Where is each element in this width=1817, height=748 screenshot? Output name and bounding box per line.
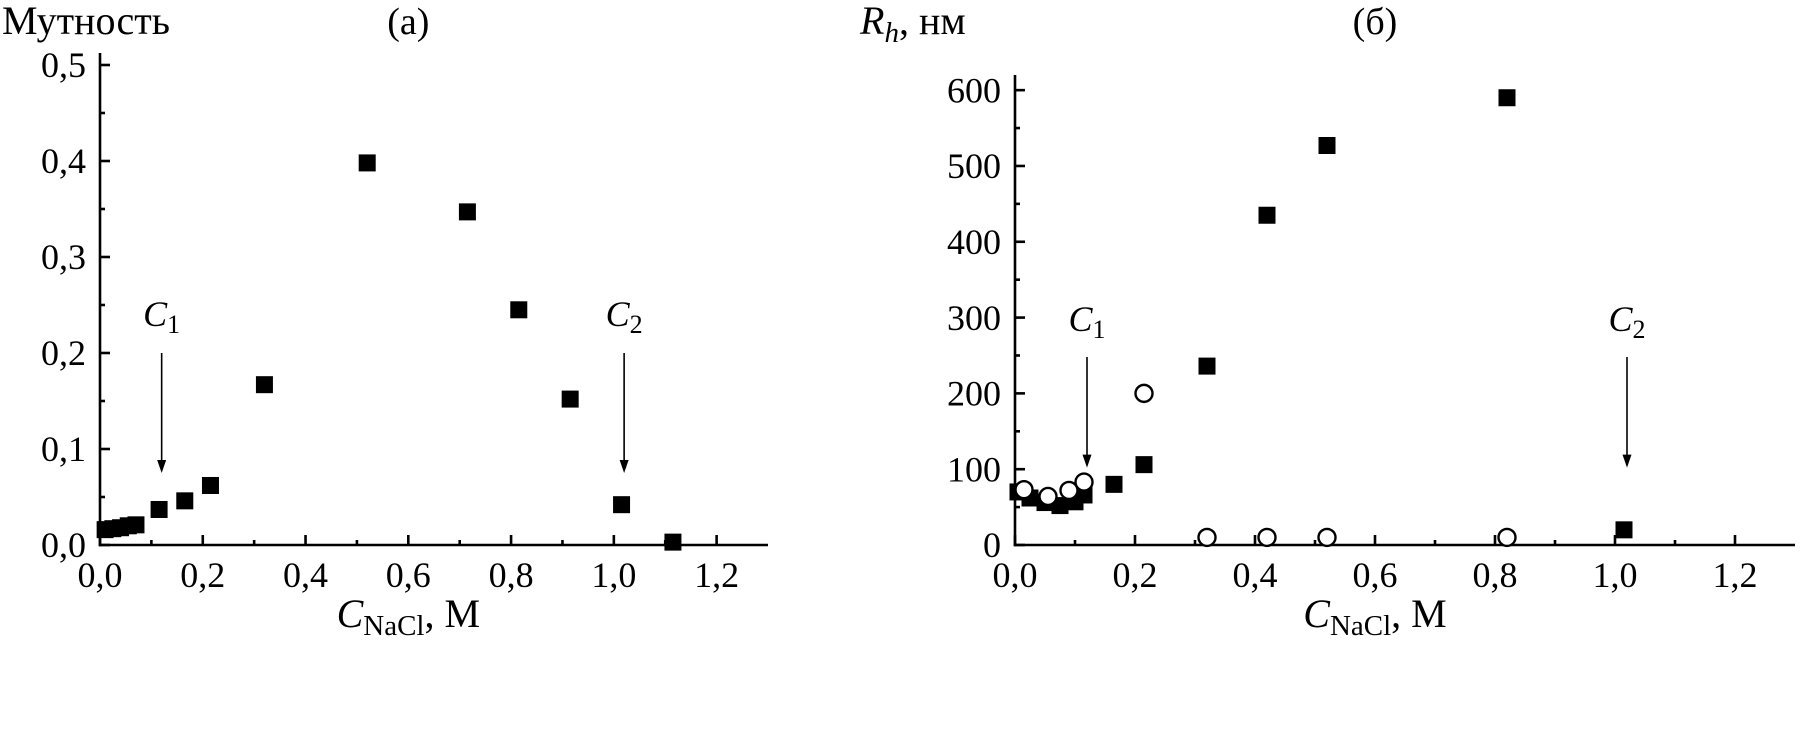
- data-point-filled-square: [176, 492, 194, 510]
- y-tick-label: 0,0: [41, 525, 86, 565]
- axes: [1013, 75, 1795, 547]
- data-point-filled-square: [1105, 475, 1123, 493]
- y-tick-label: 0,4: [41, 141, 86, 181]
- data-point-open-circle: [1497, 527, 1517, 548]
- chart-rh-vs-cnacl: 0,0 0,2 0,4 0,6 0,8 1,0 1,2 0 100 200 300 400 500 600…: [850, 0, 1817, 748]
- annotation-arrow-C2: [619, 353, 629, 473]
- x-tick-label: 0,0: [78, 555, 123, 595]
- x-tick-label: 0,0: [993, 555, 1038, 595]
- arrow-head: [1622, 454, 1632, 468]
- data-point-filled-square: [201, 476, 219, 494]
- series-rh-open-circles: [1014, 383, 1517, 548]
- arrow-head: [157, 460, 167, 473]
- x-tick-label: 0,8: [489, 555, 534, 595]
- data-point-filled-square: [1258, 206, 1276, 224]
- chart-turbidity-vs-cnacl: 0,0 0,2 0,4 0,6 0,8 1,0 1,2 0,0 0,1 0,2 0,3 0,4 0,5 (…: [0, 0, 850, 748]
- y-tick-label: 400: [947, 222, 1001, 262]
- series-turbidity-filled-squares: [96, 154, 682, 551]
- arrow-head: [619, 460, 629, 473]
- y-tick-label: 100: [947, 449, 1001, 489]
- x-tick-label: 1,0: [591, 555, 636, 595]
- x-axis-title: CNaCl, М: [1303, 591, 1446, 642]
- axes: [98, 53, 768, 547]
- panel-label: (а): [387, 1, 429, 43]
- annotation-label-C1: C1: [1068, 299, 1105, 344]
- x-tick-label: 0,2: [1113, 555, 1158, 595]
- annotation-arrow-C1: [157, 353, 167, 473]
- data-point-filled-square: [358, 154, 376, 172]
- y-tick-label: 300: [947, 298, 1001, 338]
- panel-label: (б): [1353, 1, 1398, 43]
- y-tick-label: 0,1: [41, 429, 86, 469]
- x-axis-title: CNaCl, М: [337, 591, 480, 642]
- data-point-filled-square: [1198, 357, 1216, 375]
- data-point-filled-square: [561, 390, 579, 408]
- y-tick-label: 0: [983, 525, 1001, 565]
- data-point-open-circle: [1074, 472, 1094, 492]
- x-tick-label: 0,6: [386, 555, 431, 595]
- y-tick-label: 0,2: [41, 333, 86, 373]
- x-tick-label: 0,4: [283, 555, 328, 595]
- x-tick-label: 0,6: [1353, 555, 1398, 595]
- annotation-label-C1: C1: [143, 294, 180, 339]
- data-point-open-circle: [1134, 383, 1154, 404]
- x-tick-label: 0,4: [1233, 555, 1278, 595]
- x-tick-label: 0,8: [1473, 555, 1518, 595]
- annotation-arrow-C2: [1622, 357, 1632, 468]
- series-rh-filled-squares: [1009, 89, 1633, 539]
- y-tick-label: 600: [947, 70, 1001, 110]
- data-point-open-circle: [1038, 486, 1058, 507]
- data-point-open-circle: [1257, 527, 1277, 548]
- data-point-filled-square: [1615, 521, 1633, 539]
- annotation-label-C2: C2: [606, 294, 643, 339]
- x-tick-label: 1,2: [694, 555, 739, 595]
- x-tick-label: 1,0: [1593, 555, 1638, 595]
- y-axis-title: Мутность: [2, 0, 170, 43]
- data-point-open-circle: [1059, 480, 1079, 501]
- data-point-filled-square: [1318, 137, 1336, 154]
- data-point-filled-square: [1135, 456, 1153, 474]
- data-point-filled-square: [255, 376, 273, 394]
- data-point-filled-square: [613, 496, 631, 514]
- annotation-label-C2: C2: [1608, 299, 1645, 344]
- data-point-filled-square: [458, 203, 476, 221]
- x-tick-label: 0,2: [180, 555, 225, 595]
- y-axis-title: Rh, нм: [859, 0, 966, 49]
- x-tick-label: 1,2: [1713, 555, 1758, 595]
- data-point-filled-square: [664, 533, 682, 551]
- y-tick-label: 0,5: [41, 45, 86, 85]
- data-point-filled-square: [1498, 89, 1516, 107]
- annotation-arrow-C1: [1082, 357, 1092, 468]
- y-tick-label: 500: [947, 146, 1001, 186]
- data-point-open-circle: [1317, 527, 1337, 548]
- y-tick-label: 0,3: [41, 237, 86, 277]
- data-point-open-circle: [1014, 479, 1034, 500]
- arrow-head: [1082, 454, 1092, 468]
- data-point-filled-square: [510, 301, 528, 319]
- data-point-filled-square: [150, 500, 168, 518]
- data-point-open-circle: [1197, 527, 1217, 548]
- y-tick-label: 200: [947, 374, 1001, 414]
- data-point-filled-square: [127, 516, 145, 534]
